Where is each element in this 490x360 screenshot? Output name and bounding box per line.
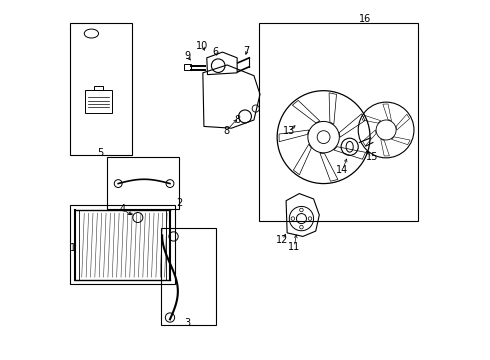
Text: 3: 3	[185, 318, 191, 328]
Bar	[70, 205, 175, 284]
Text: 2: 2	[176, 198, 183, 208]
Bar	[161, 228, 217, 325]
Bar	[107, 157, 179, 208]
Text: 11: 11	[288, 242, 300, 252]
Bar	[85, 90, 112, 113]
Text: 9: 9	[184, 51, 190, 61]
Text: 7: 7	[244, 46, 250, 56]
Text: 13: 13	[283, 126, 295, 136]
Text: 4: 4	[120, 204, 126, 214]
Text: 5: 5	[97, 148, 103, 158]
Text: 12: 12	[276, 235, 289, 245]
Text: 16: 16	[359, 14, 371, 23]
Bar	[70, 23, 132, 155]
Text: 14: 14	[337, 165, 349, 175]
Text: 15: 15	[366, 153, 378, 162]
Bar	[94, 86, 103, 90]
Text: 8: 8	[234, 115, 240, 125]
Bar	[184, 64, 192, 70]
Bar	[259, 23, 418, 221]
Text: 10: 10	[196, 41, 208, 51]
Text: 1: 1	[70, 243, 76, 253]
Text: 8: 8	[223, 126, 229, 136]
Text: 6: 6	[213, 47, 219, 57]
